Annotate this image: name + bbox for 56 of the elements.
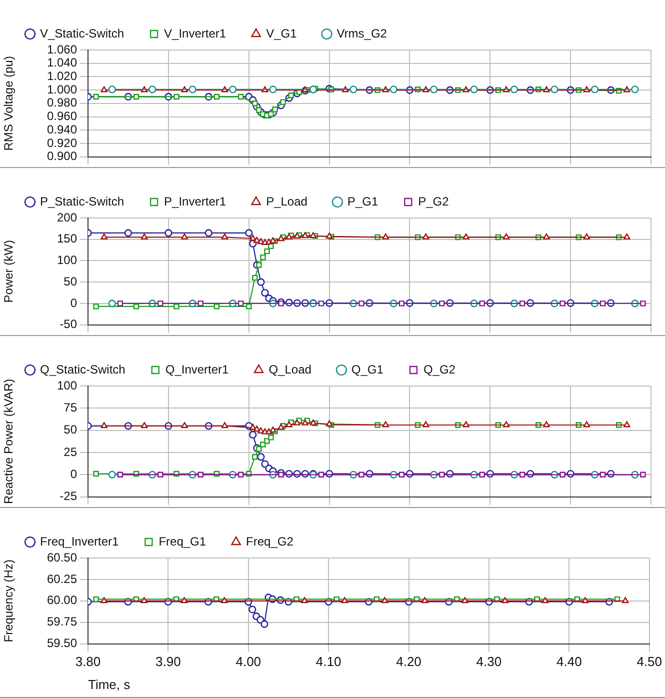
legend-label: V_G1 xyxy=(266,26,298,40)
legend-label: P_Load xyxy=(266,194,308,208)
y-tick-label: 50 xyxy=(64,422,78,437)
x-tick-label: 4.10 xyxy=(316,654,342,670)
x-tick-label: 4.30 xyxy=(476,654,502,670)
y-tick-label: -50 xyxy=(60,317,78,332)
y-tick-label: 1.060 xyxy=(46,42,78,56)
y-tick-label: 0 xyxy=(70,466,78,481)
legend-label: P_Static-Switch xyxy=(40,194,124,208)
legend-label: Q_Static-Switch xyxy=(40,362,126,376)
x-axis-title: Time, s xyxy=(88,676,131,692)
y-tick-label: 150 xyxy=(56,232,78,246)
legend-label: P_G2 xyxy=(418,194,450,208)
y-tick-label: 1.040 xyxy=(46,56,78,70)
legend-label: V_Inverter1 xyxy=(164,26,226,40)
y-tick-label: 60.50 xyxy=(46,550,78,564)
y-axis-title: Frequency (Hz) xyxy=(2,560,16,642)
y-tick-label: 0.960 xyxy=(46,109,78,124)
x-tick-label: 4.00 xyxy=(236,654,262,670)
legend-label: Freq_Inverter1 xyxy=(40,534,120,548)
legend-label: Vrms_G2 xyxy=(336,26,388,40)
y-tick-label: 25 xyxy=(64,444,78,459)
legend-label: Freq_G1 xyxy=(158,534,206,548)
y-tick-label: 100 xyxy=(56,378,78,392)
y-tick-label: 50 xyxy=(64,274,78,288)
legend-label: Q_Load xyxy=(268,362,312,376)
y-tick-label: 0.980 xyxy=(46,96,78,110)
legend-label: P_Inverter1 xyxy=(164,194,226,208)
y-tick-label: 0.900 xyxy=(46,149,78,164)
legend-label: Freq_G2 xyxy=(246,534,294,548)
y-axis-title: Reactive Power (kVAR) xyxy=(2,378,16,504)
y-axis-title: Power (kW) xyxy=(2,240,16,303)
legend-label: Q_G1 xyxy=(351,362,384,376)
y-tick-label: 1.000 xyxy=(46,82,78,96)
y-tick-label: 200 xyxy=(56,210,78,224)
x-tick-label: 4.40 xyxy=(556,654,582,670)
x-tick-label: 3.80 xyxy=(75,654,101,670)
y-tick-label: 0.920 xyxy=(46,136,78,150)
x-tick-label: 3.90 xyxy=(156,654,181,670)
legend-label: P_G1 xyxy=(347,194,378,208)
y-tick-label: 75 xyxy=(64,400,78,414)
x-tick-label: 4.50 xyxy=(636,654,662,670)
y-tick-label: 59.75 xyxy=(46,614,78,629)
legend-label: V_Static-Switch xyxy=(40,26,124,40)
y-tick-label: 59.50 xyxy=(46,636,78,650)
legend-label: Q_G2 xyxy=(423,362,456,376)
legend-label: Q_Inverter1 xyxy=(165,362,230,376)
y-axis-title: RMS Voltage (pu) xyxy=(2,56,16,151)
y-tick-label: 0 xyxy=(70,296,78,310)
y-tick-label: 60.25 xyxy=(46,572,78,586)
y-tick-label: 0.940 xyxy=(46,122,78,136)
y-tick-label: -25 xyxy=(60,489,78,504)
y-tick-label: 100 xyxy=(56,253,78,268)
y-tick-label: 1.020 xyxy=(46,69,78,84)
y-tick-label: 60.00 xyxy=(46,593,78,608)
x-tick-label: 4.20 xyxy=(396,654,422,670)
